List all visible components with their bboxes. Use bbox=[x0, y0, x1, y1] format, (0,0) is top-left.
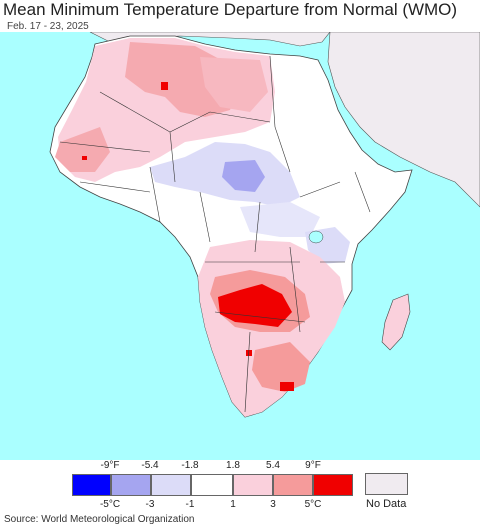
anomaly-hotspot-senegal bbox=[82, 156, 87, 160]
legend-swatch-minus-5-to-minus-3c bbox=[111, 474, 151, 496]
legend-f-tick: 5.4 bbox=[266, 460, 280, 471]
africa-map bbox=[0, 32, 480, 460]
legend-no-data-swatch bbox=[365, 473, 408, 495]
madagascar bbox=[381, 293, 411, 351]
anomaly-angola-zambia-hottest bbox=[218, 284, 292, 327]
legend-f-tick: -1.8 bbox=[181, 460, 199, 471]
legend-f-tick: -9°F bbox=[100, 460, 120, 471]
legend-f-tick: 1.8 bbox=[226, 460, 240, 471]
no-data-region-middle-east bbox=[327, 32, 480, 208]
legend-c-tick: 5°C bbox=[304, 499, 322, 510]
legend-c-tick: -5°C bbox=[99, 499, 121, 510]
legend-swatch-minus-1-to-1c bbox=[191, 474, 233, 496]
legend-c-tick: -1 bbox=[185, 499, 195, 510]
legend-swatch-minus-3-to-minus-1c bbox=[151, 474, 191, 496]
legend-c-tick: -3 bbox=[145, 499, 155, 510]
anomaly-libya-warm bbox=[200, 57, 268, 112]
source-credit: Source: World Meteorological Organizatio… bbox=[4, 514, 195, 525]
anomaly-hotspot-botswana bbox=[246, 350, 252, 356]
legend-f-tick: 9°F bbox=[305, 460, 321, 471]
legend-f-tick: -5.4 bbox=[141, 460, 159, 471]
anomaly-hotspot-algeria bbox=[161, 82, 168, 90]
legend-swatch-below-minus-5c bbox=[72, 474, 111, 496]
legend: -9°F -5.4 -1.8 1.8 5.4 9°F -5°C -3 -1 1 … bbox=[0, 460, 480, 512]
legend-swatch-3-to-5c bbox=[273, 474, 313, 496]
anomaly-central-africa-cool bbox=[240, 202, 320, 237]
legend-c-tick: 3 bbox=[270, 499, 276, 510]
anomaly-hotspot-south-africa bbox=[280, 382, 294, 391]
legend-no-data-label: No Data bbox=[366, 498, 407, 510]
anomaly-west-coast-warm bbox=[55, 127, 110, 172]
anomaly-chad-cooler bbox=[222, 160, 265, 192]
legend-swatch-above-5c bbox=[313, 474, 353, 496]
date-range: Feb. 17 - 23, 2025 bbox=[7, 21, 89, 32]
anomaly-south-africa-warmer bbox=[252, 342, 310, 392]
legend-c-tick: 1 bbox=[230, 499, 236, 510]
country-borders bbox=[59, 55, 371, 413]
legend-swatch-1-to-3c bbox=[233, 474, 273, 496]
page-title: Mean Minimum Temperature Departure from … bbox=[3, 0, 458, 19]
lake-victoria bbox=[308, 230, 324, 244]
